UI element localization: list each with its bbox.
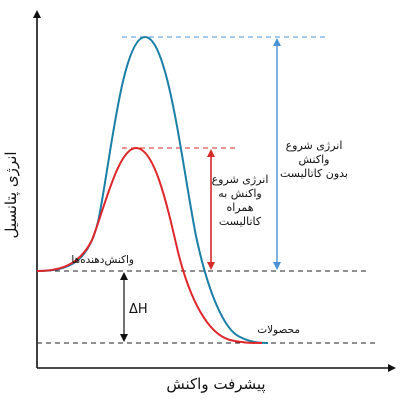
x-axis-label: پیشرفت واکنش [166, 375, 265, 394]
delta-h-label: ΔH [129, 302, 148, 317]
catalyzed-label-line-1: انرژی شروع [212, 173, 269, 186]
products-label: محصولات [257, 324, 300, 336]
uncatalyzed-label-line-3: بدون کاتالیست [280, 167, 348, 180]
catalyzed-label-line-2: واکنش به [218, 187, 261, 200]
catalyzed-label-line-4: کاتالیست [219, 215, 262, 228]
uncatalyzed-label-line-1: انرژی شروع [286, 139, 343, 152]
uncatalyzed-label-line-2: واکنش [299, 153, 330, 166]
reactants-label: واکنش‌دهنده‌ها [71, 254, 134, 266]
catalyzed-curve [36, 146, 263, 344]
y-axis-label: انرژی پتانسیل [2, 151, 21, 238]
catalyzed-label-line-3: همراه [226, 201, 253, 214]
